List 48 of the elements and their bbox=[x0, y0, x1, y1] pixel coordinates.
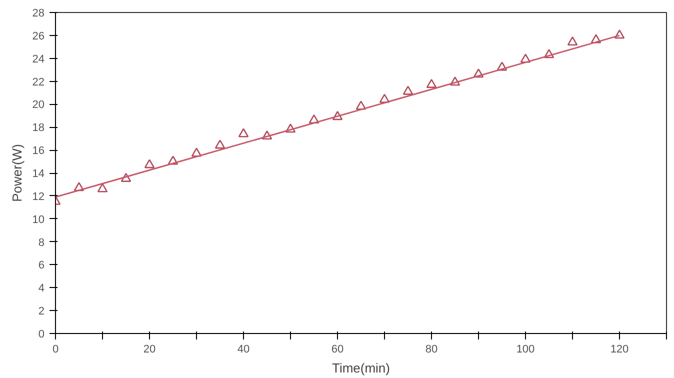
y-tick-label: 24 bbox=[32, 53, 45, 66]
point bbox=[191, 148, 202, 157]
y-tick-label: 26 bbox=[32, 30, 45, 42]
point bbox=[496, 62, 508, 71]
x-tick-label: 0 bbox=[52, 344, 59, 356]
point bbox=[262, 130, 272, 140]
point bbox=[402, 86, 414, 95]
x-tick-label: 40 bbox=[237, 344, 250, 356]
point bbox=[97, 183, 108, 192]
point bbox=[473, 68, 484, 78]
x-axis-title: Time(min) bbox=[332, 360, 390, 376]
y-tick-label: 16 bbox=[32, 145, 45, 158]
y-axis-title: Power(W) bbox=[9, 144, 24, 202]
point bbox=[214, 140, 226, 149]
point bbox=[379, 94, 390, 103]
y-tick-label: 12 bbox=[32, 190, 45, 203]
point bbox=[120, 172, 132, 182]
x-tick-label: 120 bbox=[610, 344, 629, 356]
point bbox=[450, 76, 460, 86]
y-tick-label: 18 bbox=[32, 122, 45, 134]
y-tick-label: 0 bbox=[38, 328, 45, 340]
point bbox=[567, 36, 578, 46]
y-tick-label: 22 bbox=[32, 76, 45, 88]
y-tick-label: 20 bbox=[32, 99, 45, 112]
y-tick-label: 10 bbox=[32, 214, 45, 226]
x-tick-label: 80 bbox=[425, 344, 438, 356]
point bbox=[614, 30, 625, 39]
y-tick-label: 14 bbox=[32, 168, 45, 180]
y-tick-label: 4 bbox=[38, 282, 45, 295]
point bbox=[238, 128, 249, 138]
y-tick-label: 8 bbox=[38, 236, 45, 249]
point bbox=[520, 54, 531, 63]
x-tick-label: 100 bbox=[516, 344, 535, 356]
point bbox=[356, 100, 366, 110]
point bbox=[74, 182, 84, 192]
x-tick-label: 60 bbox=[331, 344, 344, 356]
point bbox=[332, 110, 343, 120]
point bbox=[285, 124, 296, 133]
y-tick-label: 2 bbox=[38, 306, 45, 318]
point bbox=[544, 49, 554, 58]
y-tick-label: 6 bbox=[38, 260, 45, 272]
point bbox=[426, 78, 437, 88]
point bbox=[144, 159, 155, 168]
x-tick-label: 20 bbox=[143, 344, 156, 356]
point bbox=[590, 34, 602, 44]
point bbox=[168, 156, 178, 165]
y-tick-label: 28 bbox=[32, 8, 45, 20]
point bbox=[308, 114, 320, 124]
